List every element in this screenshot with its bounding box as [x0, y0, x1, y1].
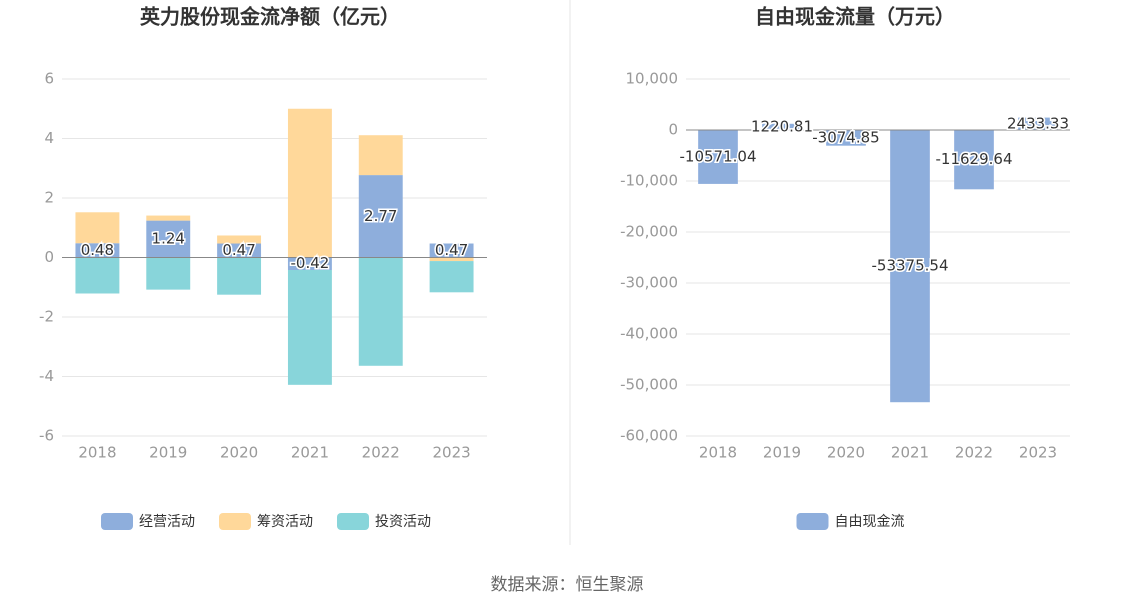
bar [698, 130, 738, 184]
y-tick-label: 0 [44, 248, 54, 266]
legend-swatch [337, 513, 369, 530]
bar [287, 257, 332, 270]
bar [287, 108, 332, 258]
bar [429, 257, 474, 262]
value-label: 1.24 [152, 230, 185, 248]
y-tick-label: -6 [39, 427, 54, 445]
value-label: 0.47 [222, 241, 255, 259]
value-label: -10571.04 [680, 147, 757, 165]
legend-swatch [219, 513, 251, 530]
y-tick-label: -2 [39, 308, 54, 326]
bar [217, 257, 262, 295]
bar [826, 130, 866, 146]
bar [287, 269, 332, 385]
bar [358, 257, 403, 366]
bar [762, 123, 802, 130]
legend-label: 经营活动 [139, 514, 195, 530]
y-tick-label: 2 [44, 189, 54, 207]
y-tick-label: 6 [44, 70, 54, 88]
source: 数据来源：恒生聚源 [491, 575, 644, 595]
bar [429, 243, 474, 258]
value-label: 1220.81 [751, 117, 813, 135]
legend-label: 自由现金流 [835, 514, 905, 530]
bar [217, 243, 262, 258]
bar [1018, 117, 1058, 130]
value-label: 0.48 [81, 241, 114, 259]
bar [75, 212, 120, 244]
legend-swatch [796, 513, 829, 530]
value-label: 0.47 [435, 241, 468, 259]
value-label: -0.42 [291, 254, 330, 272]
value-label: 2.77 [364, 207, 397, 225]
x-tick-label: 2018 [78, 444, 116, 462]
x-tick-label: 2021 [891, 444, 929, 462]
value-label: -11629.64 [936, 150, 1013, 168]
bar [954, 130, 994, 190]
y-tick-label: -40,000 [620, 325, 678, 343]
legend-label: 投资活动 [375, 514, 431, 530]
legend-swatch [101, 513, 133, 530]
y-tick-label: 4 [44, 129, 54, 147]
x-tick-label: 2020 [220, 444, 258, 462]
x-tick-label: 2022 [955, 444, 993, 462]
bar [429, 261, 474, 293]
y-tick-label: -20,000 [620, 223, 678, 241]
y-tick-label: -10,000 [620, 172, 678, 190]
value-label: -53375.54 [872, 257, 949, 275]
bar [146, 257, 191, 290]
x-tick-label: 2022 [362, 444, 400, 462]
bar [146, 215, 191, 221]
x-tick-label: 2021 [291, 444, 329, 462]
x-tick-label: 2023 [1019, 444, 1057, 462]
x-tick-label: 2023 [432, 444, 470, 462]
x-tick-label: 2019 [149, 444, 187, 462]
value-label: -3074.85 [812, 128, 879, 146]
chart-title: 自由现金流量（万元） [755, 5, 955, 29]
bar [217, 235, 262, 244]
y-tick-label: -60,000 [620, 427, 678, 445]
y-tick-label: -50,000 [620, 376, 678, 394]
y-tick-label: -4 [39, 367, 54, 385]
y-tick-label: 0 [668, 121, 678, 139]
bar [890, 130, 930, 403]
legend-label: 筹资活动 [257, 513, 313, 530]
value-label: 2433.33 [1007, 114, 1069, 132]
bar [75, 243, 120, 258]
y-tick-label: -30,000 [620, 274, 678, 292]
bar [358, 135, 403, 176]
bar [146, 220, 191, 258]
chart-title: 英力股份现金流净额（亿元） [140, 5, 400, 29]
bar [358, 175, 403, 258]
x-tick-label: 2019 [763, 444, 801, 462]
y-tick-label: 10,000 [626, 70, 679, 88]
x-tick-label: 2020 [827, 444, 865, 462]
bar [75, 257, 120, 294]
x-tick-label: 2018 [699, 444, 737, 462]
